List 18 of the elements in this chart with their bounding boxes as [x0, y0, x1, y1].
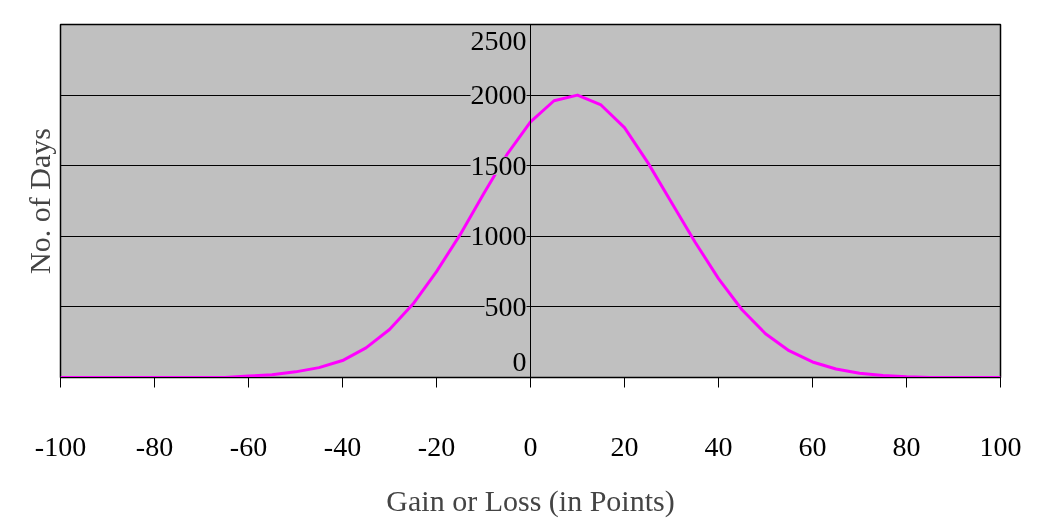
x-tick-label: -80 — [135, 430, 174, 462]
x-tick-label: 20 — [610, 430, 639, 462]
x-tick-label: -40 — [323, 430, 362, 462]
y-tick-label: 1000 — [470, 220, 527, 252]
y-tick-label: 500 — [484, 290, 527, 322]
y-tick-label: 2000 — [470, 79, 527, 111]
y-tick-label: 0 — [512, 345, 527, 377]
x-tick-label: -60 — [229, 430, 268, 462]
x-tick-label: 100 — [979, 430, 1022, 462]
y-tick-label: 1500 — [470, 149, 527, 181]
x-axis-title: Gain or Loss (in Points) — [386, 483, 675, 518]
x-tick-label: -100 — [34, 430, 87, 462]
y-tick-label: 2500 — [470, 24, 527, 56]
x-tick-label: 60 — [798, 430, 827, 462]
y-axis-title: No. of Days — [22, 128, 56, 274]
x-tick-label: 40 — [704, 430, 733, 462]
x-tick-label: 80 — [892, 430, 921, 462]
x-tick-label: -20 — [417, 430, 456, 462]
